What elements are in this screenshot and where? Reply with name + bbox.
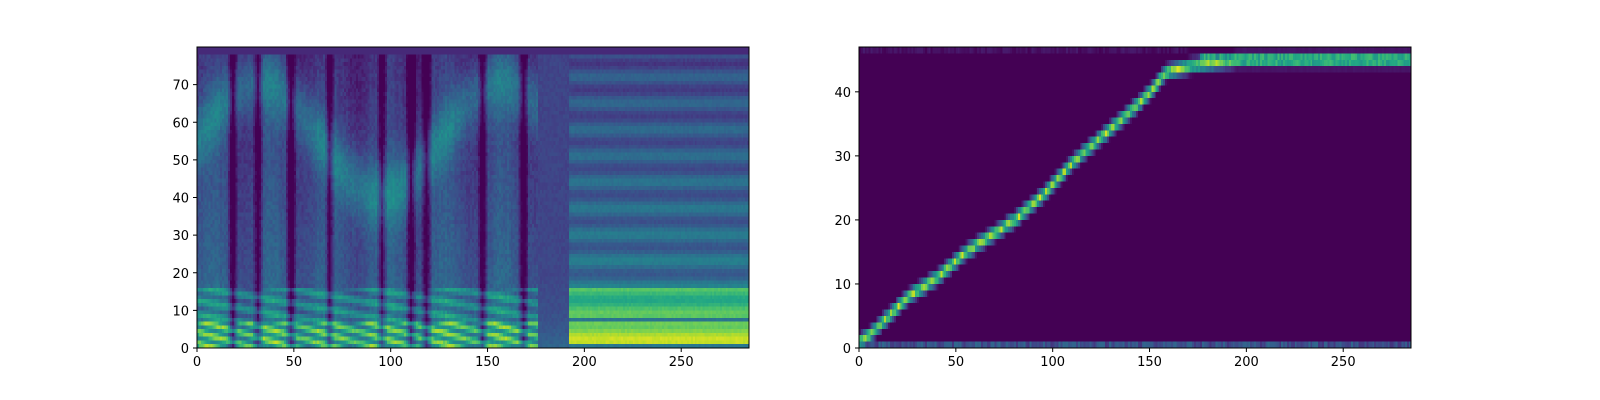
alignment-image: [859, 47, 1411, 348]
y-tick-label: 40: [834, 86, 851, 101]
y-tick-label: 50: [172, 154, 189, 169]
y-tick-label: 0: [181, 342, 189, 357]
y-tick-label: 60: [172, 116, 189, 131]
spectrogram-image: [197, 47, 749, 348]
x-tick-label: 250: [669, 355, 694, 370]
x-tick-label: 50: [948, 355, 965, 370]
x-tick-label: 0: [855, 355, 863, 370]
x-tick-label: 200: [572, 355, 597, 370]
y-tick-label: 10: [172, 304, 189, 319]
x-tick-label: 0: [193, 355, 201, 370]
y-tick-label: 40: [172, 192, 189, 207]
y-tick-label: 20: [834, 214, 851, 229]
spectrogram-chart: 0 50 100 150 200 250 0 10 20 30 40 50 60 70: [172, 46, 750, 370]
x-tick-label: 150: [1137, 355, 1162, 370]
y-tick-label: 30: [834, 150, 851, 165]
y-tick-label: 20: [172, 267, 189, 282]
plot-frame: [858, 46, 1412, 349]
x-tick-label: 250: [1331, 355, 1356, 370]
alignment-chart: 0 50 100 150 200 250 0 10 20 30 40: [834, 46, 1412, 370]
x-tick-label: 100: [378, 355, 403, 370]
x-tick-label: 200: [1234, 355, 1259, 370]
y-tick-label: 0: [843, 342, 851, 357]
y-tick-label: 70: [172, 79, 189, 94]
y-tick-label: 30: [172, 229, 189, 244]
x-tick-label: 50: [286, 355, 303, 370]
x-tick-label: 100: [1040, 355, 1065, 370]
y-tick-label: 10: [834, 278, 851, 293]
x-tick-label: 150: [475, 355, 500, 370]
